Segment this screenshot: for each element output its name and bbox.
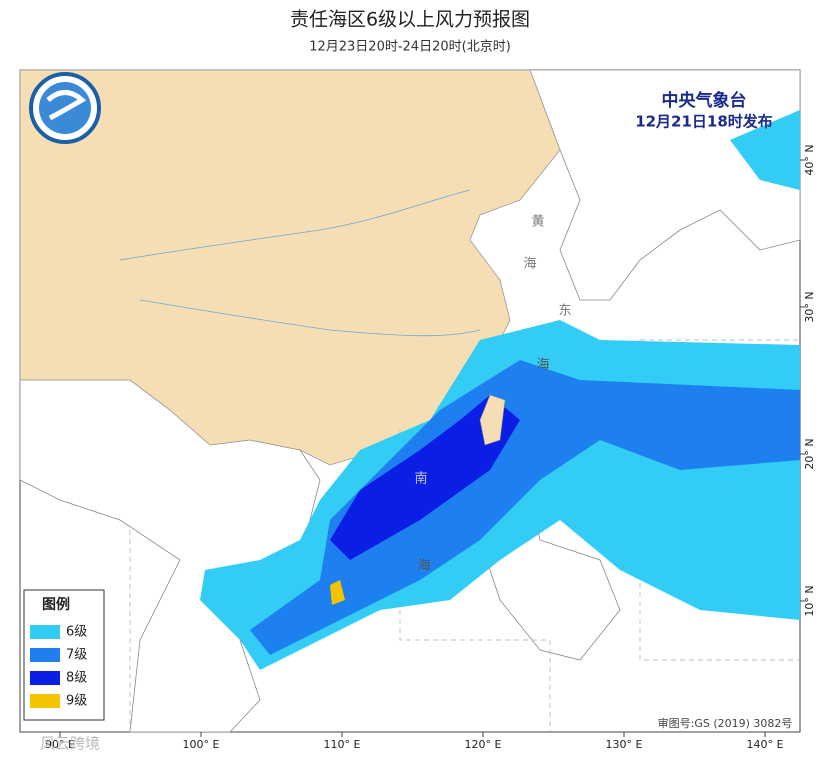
sea-label: 海 bbox=[417, 559, 430, 574]
issue-time: 12月21日18时发布 bbox=[635, 113, 773, 131]
river bbox=[139, 299, 481, 337]
map-area bbox=[19, 69, 801, 733]
latitude-label: 40° N bbox=[803, 144, 816, 175]
wind-zone-8 bbox=[330, 395, 520, 560]
issuer-name: 中央气象台 bbox=[662, 90, 747, 111]
legend-swatch bbox=[30, 671, 60, 685]
latitude-label: 20° N bbox=[803, 438, 816, 469]
longitude-label: 100° E bbox=[183, 738, 220, 751]
legend-swatch bbox=[30, 648, 60, 662]
legend-label: 9级 bbox=[66, 694, 87, 709]
land bbox=[529, 69, 801, 301]
legend-items: 6级 7级 8级 9级 bbox=[30, 625, 87, 709]
sea-label: 海 bbox=[523, 257, 536, 272]
sea-label: 海 bbox=[536, 358, 549, 373]
longitude-axis: 90° E 100° E 110° E 120° E 130° E 140° E bbox=[45, 732, 784, 751]
sea-label: 黄 bbox=[531, 215, 544, 230]
watermark: 风云跨境 bbox=[40, 735, 100, 753]
taiwan bbox=[479, 394, 506, 446]
longitude-label: 130° E bbox=[606, 738, 643, 751]
subtitle: 12月23日20时-24日20时(北京时) bbox=[309, 40, 511, 55]
legend-label: 7级 bbox=[66, 648, 87, 663]
logo bbox=[29, 72, 101, 144]
river bbox=[119, 189, 471, 261]
sea-label: 东 bbox=[558, 304, 571, 319]
wind-zone-9 bbox=[330, 580, 345, 605]
longitude-label: 110° E bbox=[324, 738, 361, 751]
logo-mark bbox=[46, 90, 87, 121]
longitude-label: 120° E bbox=[465, 738, 502, 751]
latitude-axis: 40° N 30° N 20° N 10° N bbox=[800, 144, 816, 617]
legend-label: 6级 bbox=[66, 625, 87, 640]
legend-swatch bbox=[30, 625, 60, 639]
title: 责任海区6级以上风力预报图 bbox=[290, 9, 530, 31]
latitude-label: 30° N bbox=[803, 291, 816, 322]
wind-zone-7 bbox=[250, 360, 800, 655]
latitude-label: 10° N bbox=[803, 585, 816, 616]
longitude-label: 90° E bbox=[45, 738, 75, 751]
sea-label: 南 bbox=[414, 471, 427, 487]
review-number: 审图号:GS (2019) 3082号 bbox=[658, 716, 793, 730]
zone-border bbox=[129, 339, 800, 732]
legend-label: 8级 bbox=[66, 671, 87, 686]
legend-swatch bbox=[30, 694, 60, 708]
longitude-label: 140° E bbox=[747, 738, 784, 751]
legend: 图例 6级 7级 8级 9级 bbox=[23, 589, 105, 721]
legend-title: 图例 bbox=[42, 596, 70, 613]
